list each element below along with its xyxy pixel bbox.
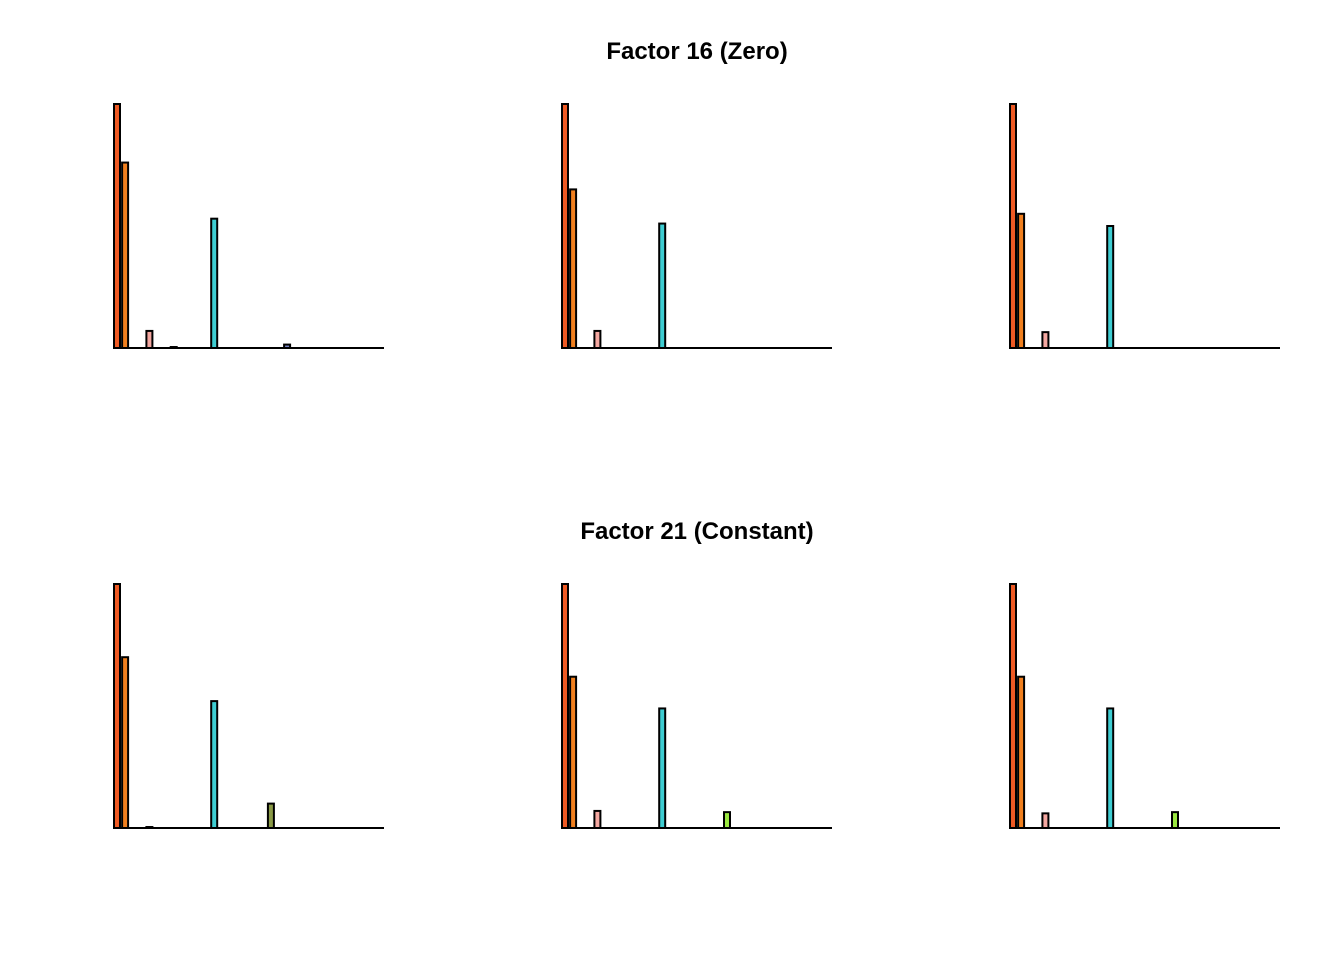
bar xyxy=(1106,707,1115,829)
bar xyxy=(1041,812,1050,829)
row-title-factor16: Factor 16 (Zero) xyxy=(606,38,788,65)
bar xyxy=(145,329,154,350)
bar xyxy=(658,707,667,829)
bar xyxy=(569,188,578,349)
bar xyxy=(561,583,569,829)
bar xyxy=(1041,331,1050,350)
panel-factor16-1 xyxy=(113,103,384,350)
panel-factor21-3 xyxy=(1009,583,1280,830)
panel-factor16-2 xyxy=(561,103,832,350)
row-title-factor21: Factor 21 (Constant) xyxy=(580,518,814,545)
bar xyxy=(1017,212,1026,349)
bar xyxy=(561,103,569,349)
bar xyxy=(121,656,130,830)
bar xyxy=(593,809,602,829)
bar xyxy=(210,217,219,349)
bar xyxy=(593,329,602,350)
bar xyxy=(113,583,121,829)
panel-factor21-2 xyxy=(561,583,832,830)
bar xyxy=(1017,675,1026,829)
bar xyxy=(569,675,578,829)
bar xyxy=(1009,583,1017,829)
bar xyxy=(1009,103,1017,349)
bar xyxy=(113,103,121,349)
bar xyxy=(1171,811,1179,830)
bar xyxy=(723,811,731,830)
bar xyxy=(121,161,130,349)
bar xyxy=(1106,225,1115,349)
bar xyxy=(210,700,219,829)
bar xyxy=(658,222,667,349)
bar xyxy=(266,802,275,829)
panel-factor21-1 xyxy=(113,583,384,830)
panel-factor16-3 xyxy=(1009,103,1280,350)
